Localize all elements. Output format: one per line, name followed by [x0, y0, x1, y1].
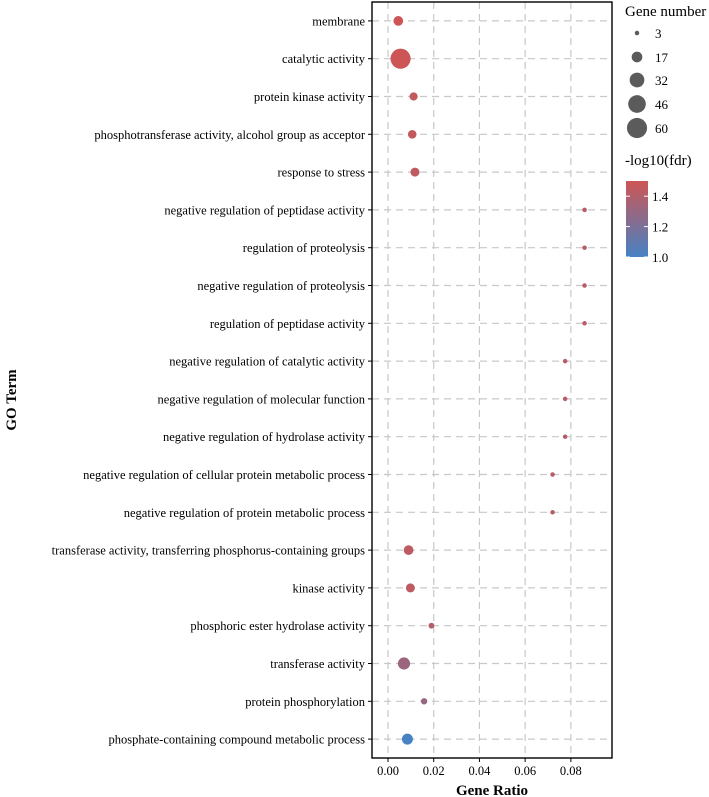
size-legend-symbol: [631, 51, 643, 63]
size-legend-symbol: [634, 30, 640, 36]
size-legend-label: 17: [655, 50, 669, 65]
y-tick-label: phosphate-containing compound metabolic …: [108, 733, 365, 747]
data-point: [550, 510, 555, 515]
data-point: [582, 321, 587, 326]
data-point: [410, 167, 420, 177]
data-point: [582, 207, 587, 213]
x-axis-label: Gene Ratio: [456, 783, 528, 797]
y-tick-label: negative regulation of proteolysis: [197, 279, 365, 293]
size-legend-label: 32: [655, 73, 668, 88]
y-tick-label: negative regulation of molecular functio…: [157, 392, 365, 406]
y-tick-label: phosphoric ester hydrolase activity: [190, 619, 365, 633]
y-tick-label: membrane: [312, 14, 365, 28]
data-point: [409, 92, 418, 101]
y-tick-label: regulation of proteolysis: [243, 241, 365, 255]
size-legend-label: 46: [655, 97, 669, 112]
x-tick-label: 0.00: [377, 764, 399, 778]
data-point: [428, 622, 435, 629]
size-legend-label: 60: [655, 121, 668, 136]
y-tick-label: transferase activity, transferring phosp…: [52, 544, 365, 558]
x-tick-label: 0.08: [560, 764, 582, 778]
data-points: [390, 16, 587, 745]
y-tick-label: negative regulation of catalytic activit…: [169, 355, 366, 369]
data-point: [562, 396, 568, 402]
data-point: [420, 698, 428, 705]
data-point: [403, 545, 414, 555]
color-legend-label: 1.2: [652, 220, 668, 235]
y-tick-label: negative regulation of protein metabolic…: [124, 506, 365, 520]
color-legend-bar: [626, 181, 648, 257]
y-tick-label: protein kinase activity: [254, 90, 366, 104]
data-point: [405, 583, 415, 593]
y-tick-labels: membrane catalytic activity protein kinase…: [52, 14, 372, 747]
y-tick-label: catalytic activity: [282, 52, 366, 66]
data-point: [401, 733, 413, 745]
color-legend-label: 1.4: [652, 189, 669, 204]
x-tick-label: 0.02: [423, 764, 445, 778]
y-tick-label: negative regulation of peptidase activit…: [164, 203, 365, 217]
size-legend-title: Gene number: [625, 4, 706, 20]
y-tick-label: regulation of peptidase activity: [210, 317, 366, 331]
size-legend-symbol: [628, 95, 646, 113]
color-legend-title: -log10(fdr): [625, 153, 692, 169]
grid-lines: [372, 2, 612, 758]
data-point: [562, 358, 568, 364]
color-legend: -log10(fdr) 1.0 1.2 1.4: [625, 153, 692, 265]
y-tick-label: protein phosphorylation: [245, 695, 366, 709]
data-point: [407, 129, 417, 139]
data-point: [390, 48, 411, 69]
plot-frame: [371, 1, 613, 759]
data-point: [397, 657, 411, 670]
data-point: [550, 472, 555, 477]
x-tick-label: 0.06: [514, 764, 536, 778]
y-tick-label: negative regulation of cellular protein …: [83, 468, 365, 482]
data-point: [582, 245, 587, 250]
y-axis-label: GO Term: [4, 369, 20, 431]
y-tick-label: kinase activity: [292, 581, 365, 595]
x-tick-label: 0.04: [468, 764, 491, 778]
color-legend-label: 1.0: [652, 250, 668, 265]
data-point: [393, 16, 404, 26]
y-tick-label: phosphotransferase activity, alcohol gro…: [94, 128, 365, 142]
x-axis-ticks: 0.00 0.02 0.04 0.06 0.08: [377, 758, 582, 778]
size-legend-symbol: [629, 72, 645, 88]
size-legend-symbol: [626, 117, 648, 139]
data-point: [562, 434, 568, 439]
size-legend-label: 3: [655, 26, 662, 41]
y-tick-label: transferase activity: [270, 657, 365, 671]
y-tick-label: negative regulation of hydrolase activit…: [163, 430, 366, 444]
y-tick-label: response to stress: [278, 166, 366, 180]
data-point: [582, 283, 587, 288]
size-legend: Gene number 3 17 32 46 60: [625, 4, 706, 139]
